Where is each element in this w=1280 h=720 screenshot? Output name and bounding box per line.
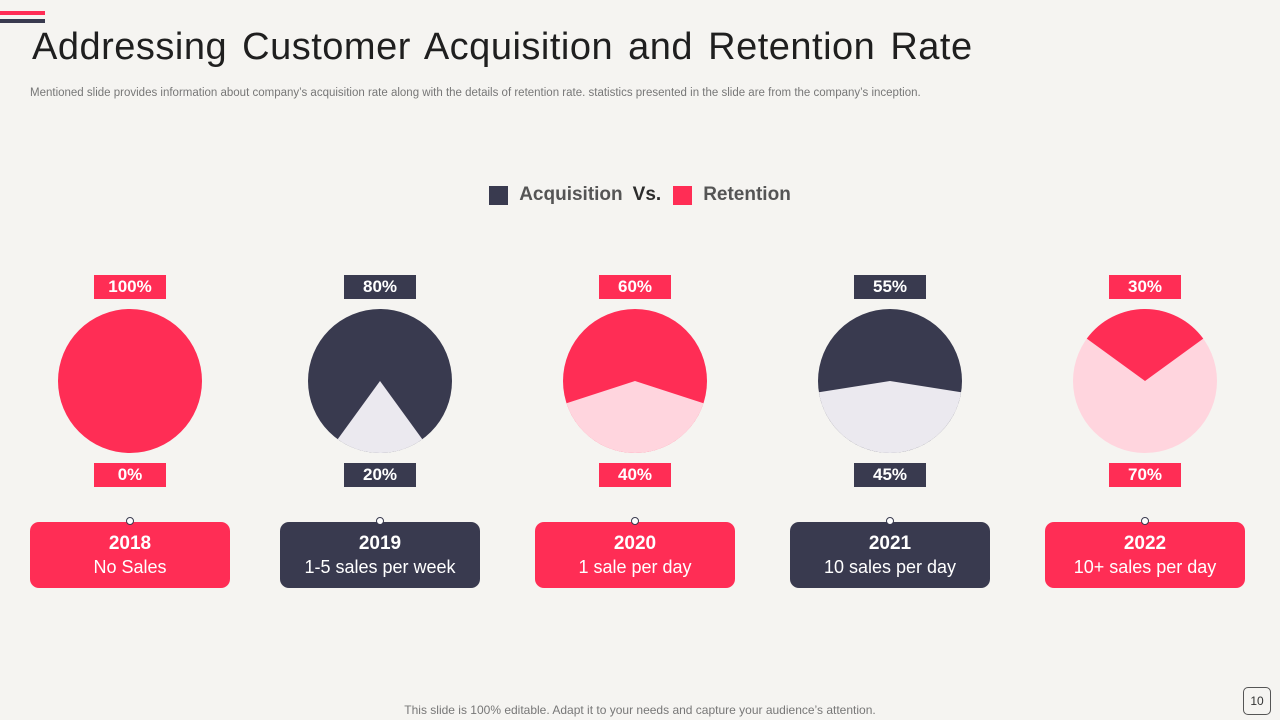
- pie-slice: [566, 381, 704, 454]
- footer-note: This slide is 100% editable. Adapt it to…: [404, 703, 876, 717]
- pie-chart: [308, 309, 452, 454]
- year-card: 2020 1 sale per day: [535, 522, 735, 588]
- top-percent-label: 60%: [599, 275, 671, 299]
- pie-slice: [337, 381, 423, 454]
- top-percent-label: 30%: [1109, 275, 1181, 299]
- sales-description: 10 sales per day: [823, 557, 957, 577]
- pie-chart: [58, 309, 202, 453]
- year-label: 2020: [613, 533, 657, 554]
- bottom-percent-label: 70%: [1109, 463, 1181, 487]
- year-column-2022: 30% 70% 2022 10+ sales per day: [1045, 0, 1245, 720]
- bottom-percent-label: 20%: [344, 463, 416, 487]
- year-column-2021: 55% 45% 2021 10 sales per day: [790, 0, 990, 720]
- year-label: 2018: [108, 533, 152, 554]
- year-card: 2021 10 sales per day: [790, 522, 990, 588]
- pie-chart: [563, 309, 707, 454]
- connector-dot: [126, 517, 134, 525]
- year-column-2018: 100% 0% 2018 No Sales: [30, 0, 230, 720]
- pie-slice: [1086, 308, 1204, 381]
- connector-dot: [631, 517, 639, 525]
- connector-dot: [1141, 517, 1149, 525]
- bottom-percent-label: 45%: [854, 463, 926, 487]
- accent-bar-red: [0, 11, 45, 15]
- year-column-2020: 60% 40% 2020 1 sale per day: [535, 0, 735, 720]
- top-percent-label: 55%: [854, 275, 926, 299]
- legend-label-acquisition: Acquisition: [519, 184, 623, 205]
- legend-label-retention: Retention: [703, 184, 791, 205]
- connector-dot: [886, 517, 894, 525]
- slide-title: Addressing Customer Acquisition and Rete…: [32, 26, 973, 68]
- connector-dot: [376, 517, 384, 525]
- sales-description: No Sales: [93, 557, 167, 577]
- year-label: 2019: [358, 533, 402, 554]
- top-percent-label: 80%: [344, 275, 416, 299]
- page-number: 10: [1243, 687, 1271, 715]
- bottom-percent-label: 0%: [94, 463, 166, 487]
- bottom-percent-label: 40%: [599, 463, 671, 487]
- chart-legend: Acquisition Vs. Retention: [0, 184, 1280, 206]
- pie-base: [58, 309, 202, 453]
- sales-description: 10+ sales per day: [1073, 557, 1217, 577]
- sales-description: 1 sale per day: [578, 557, 692, 577]
- year-label: 2022: [1123, 533, 1167, 554]
- pie-slice: [818, 381, 962, 453]
- slide-subtitle: Mentioned slide provides information abo…: [30, 87, 921, 99]
- year-column-2019: 80% 20% 2019 1-5 sales per week: [280, 0, 480, 720]
- pie-chart: [1073, 308, 1217, 453]
- year-card: 2022 10+ sales per day: [1045, 522, 1245, 588]
- legend-swatch-acquisition: [489, 185, 509, 205]
- sales-description: 1-5 sales per week: [304, 557, 456, 577]
- legend-vs-label: Vs.: [632, 184, 662, 205]
- year-card: 2018 No Sales: [30, 522, 230, 588]
- pie-chart: [818, 309, 962, 453]
- top-percent-label: 100%: [94, 275, 166, 299]
- accent-bar-navy: [0, 19, 45, 23]
- year-label: 2021: [868, 533, 912, 554]
- year-card: 2019 1-5 sales per week: [280, 522, 480, 588]
- legend-swatch-retention: [673, 185, 693, 205]
